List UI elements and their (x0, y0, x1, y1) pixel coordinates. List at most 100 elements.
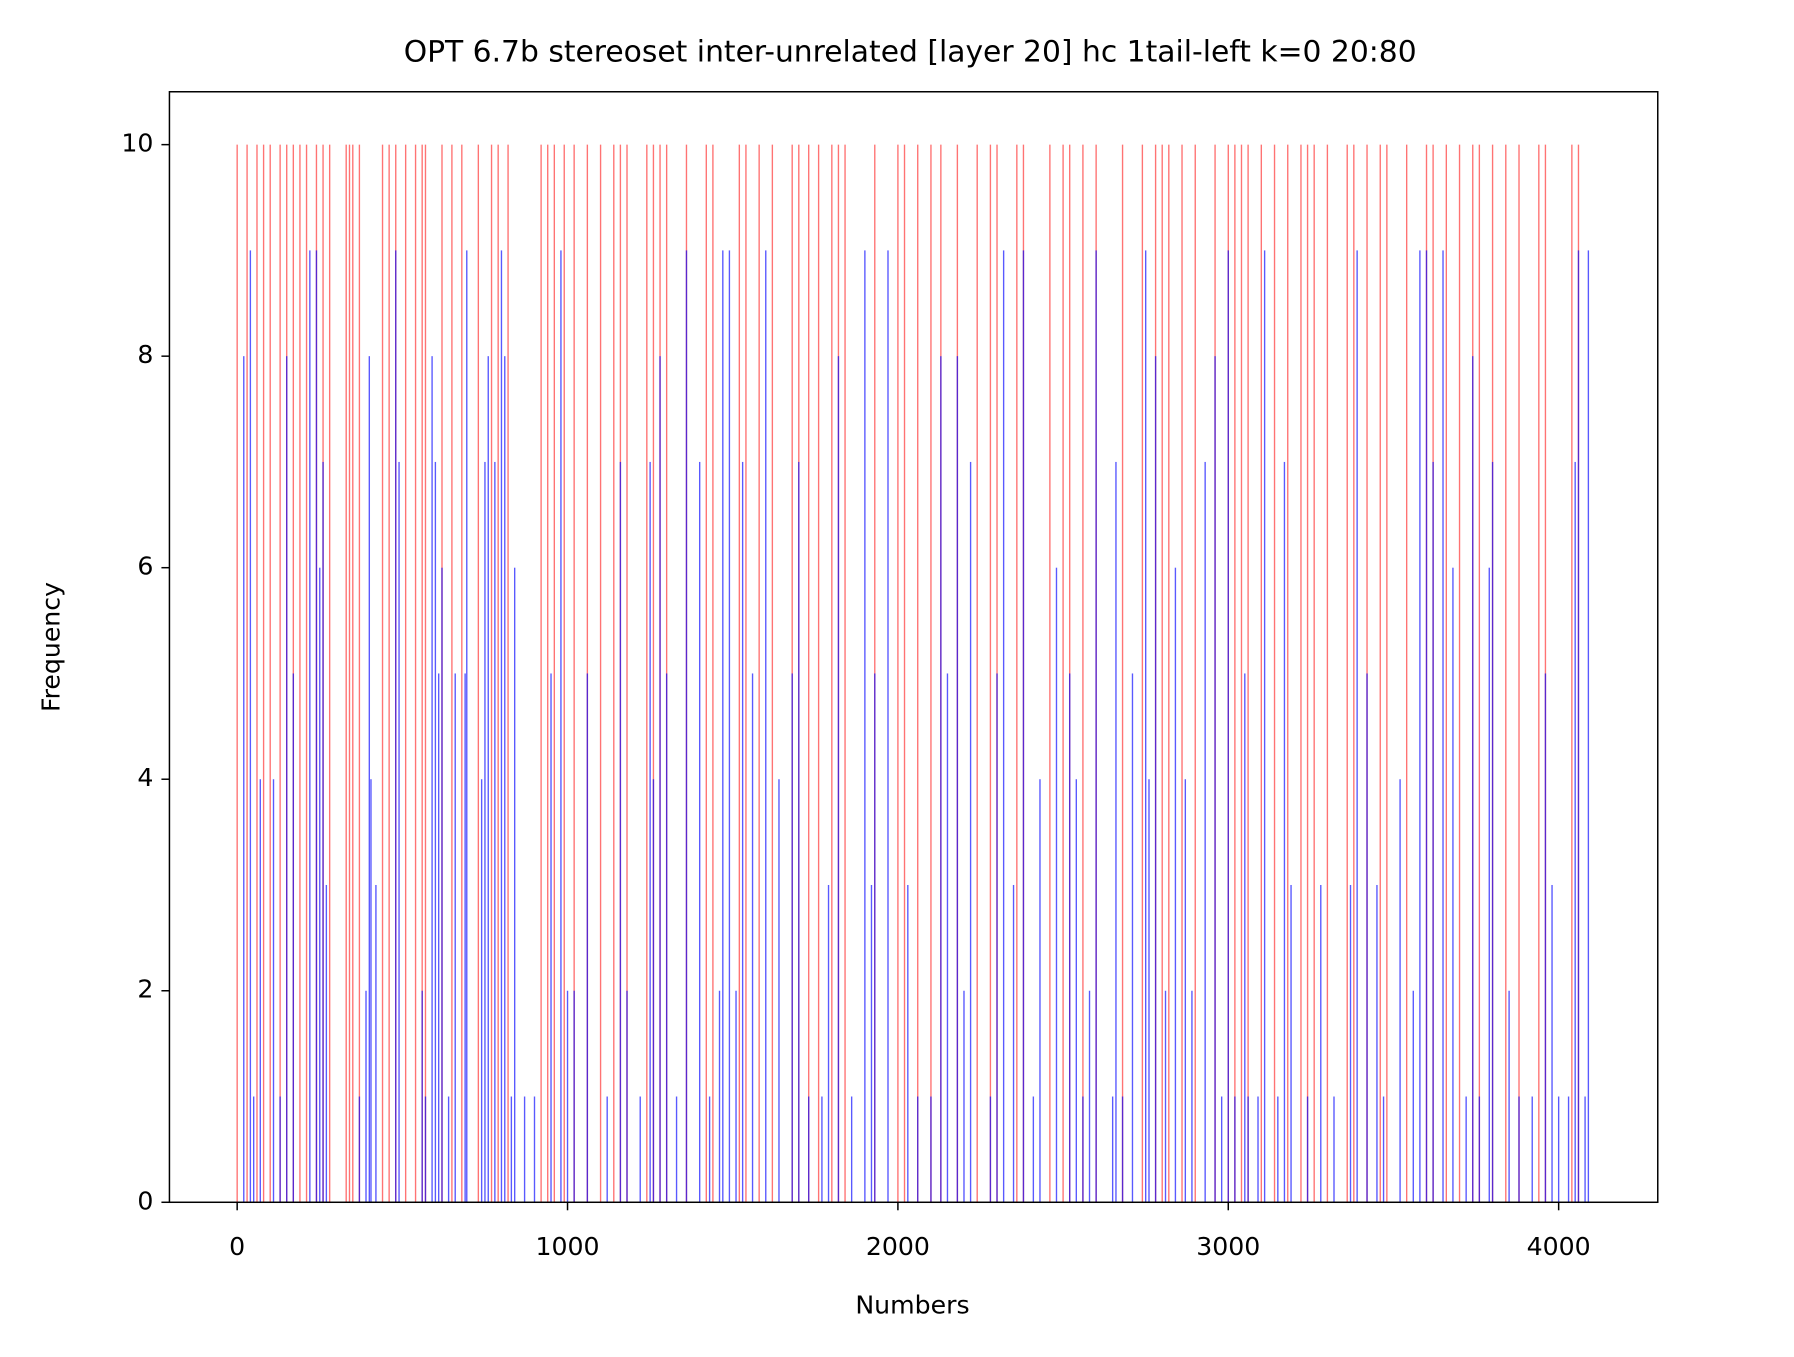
bar (1557, 1096, 1560, 1203)
bar (388, 144, 390, 1203)
bar (1491, 461, 1494, 1203)
bar (345, 144, 347, 1203)
y-tick-label: 4 (137, 763, 153, 792)
bar (533, 1096, 536, 1203)
bar (1234, 1096, 1236, 1203)
x-tick-label: 3000 (1196, 1232, 1260, 1261)
chart-title: OPT 6.7b stereoset inter-unrelated [laye… (404, 34, 1417, 69)
bar (1508, 990, 1510, 1203)
bar (259, 779, 261, 1203)
bar (309, 250, 311, 1203)
bar (451, 144, 453, 1203)
bar (269, 144, 271, 1203)
bar (1257, 1096, 1259, 1203)
bar (639, 1096, 641, 1203)
bar (712, 144, 714, 1203)
bar (1577, 250, 1580, 1203)
bar (619, 461, 622, 1203)
bar (821, 1096, 823, 1203)
bar (305, 144, 308, 1203)
bar (771, 144, 774, 1203)
bar (907, 884, 909, 1203)
bar (808, 1096, 810, 1203)
bar (1306, 144, 1309, 1203)
bar (930, 1096, 932, 1203)
bar (1478, 1096, 1481, 1203)
bar (1382, 1096, 1385, 1203)
bar (1412, 990, 1414, 1203)
y-tick-label: 6 (137, 552, 153, 581)
bar (256, 144, 258, 1203)
bar (1488, 567, 1490, 1203)
bar (563, 144, 565, 1203)
bar (504, 356, 506, 1203)
bar (626, 990, 628, 1203)
bar (765, 250, 767, 1203)
y-tick-label: 0 (137, 1186, 153, 1215)
bar (1204, 461, 1206, 1203)
bar (480, 779, 483, 1203)
bar (1445, 144, 1448, 1203)
bar (738, 144, 741, 1203)
y-tick-label: 2 (137, 975, 153, 1004)
bar (963, 990, 965, 1203)
bar (1287, 144, 1289, 1203)
bar (659, 356, 661, 1203)
bar (626, 144, 628, 1203)
bar (758, 144, 760, 1203)
bar (1472, 356, 1474, 1203)
bar (487, 356, 489, 1203)
bar (421, 144, 423, 1203)
bar (903, 144, 906, 1203)
bar (1164, 990, 1167, 1203)
bar (424, 1096, 427, 1203)
bar (956, 356, 959, 1203)
bar (447, 1096, 450, 1203)
bar (1538, 144, 1540, 1203)
bar (461, 144, 463, 1203)
bar (1346, 144, 1348, 1203)
bar (513, 567, 516, 1203)
bar (741, 461, 744, 1203)
y-axis-label: Frequency (37, 582, 66, 712)
bar (652, 144, 655, 1203)
bar (1121, 144, 1124, 1203)
bar (550, 673, 552, 1203)
bar (791, 673, 793, 1203)
bar (864, 250, 866, 1203)
bar (1405, 144, 1408, 1203)
bar (1191, 990, 1193, 1203)
bar (735, 990, 737, 1203)
bar (1379, 144, 1381, 1203)
bar (523, 1096, 526, 1203)
bar (404, 144, 407, 1203)
x-tick-label: 1000 (536, 1232, 600, 1261)
bar (510, 1096, 513, 1203)
bar (398, 461, 400, 1203)
bar (249, 250, 252, 1203)
bar (870, 884, 873, 1203)
bar (454, 673, 456, 1203)
bar (395, 250, 397, 1203)
bar (286, 356, 288, 1203)
bar (586, 673, 589, 1203)
bar (243, 356, 245, 1203)
bar (1263, 250, 1266, 1203)
bar (844, 144, 846, 1203)
bar (322, 461, 324, 1203)
bar (1283, 461, 1286, 1203)
bar (613, 144, 615, 1203)
bar (831, 144, 833, 1203)
bar (1161, 144, 1163, 1203)
bar (484, 461, 486, 1203)
bar (751, 673, 754, 1203)
bar (1141, 144, 1144, 1203)
bar (1214, 356, 1216, 1203)
bar (946, 673, 949, 1203)
bar (599, 144, 602, 1203)
bar (1518, 144, 1520, 1203)
bar (808, 144, 810, 1203)
bar (497, 144, 499, 1203)
bar (798, 461, 800, 1203)
